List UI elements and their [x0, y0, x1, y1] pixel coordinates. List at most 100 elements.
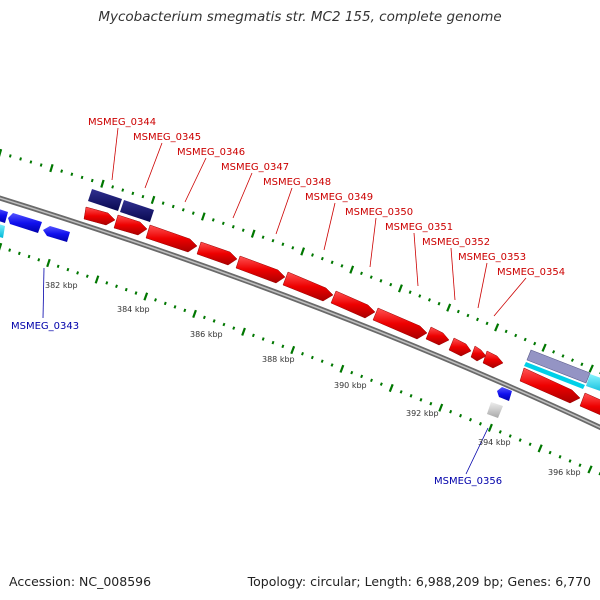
inner-scale-minor-tick [568, 459, 572, 463]
leader-msmeg-0345 [144, 142, 163, 189]
navy-feature-1[interactable] [88, 189, 122, 211]
inner-scale-minor-tick [548, 450, 552, 455]
outer-scale-major-tick [446, 303, 452, 312]
inner-scale-minor-tick [212, 319, 216, 323]
outer-scale-minor-tick [191, 211, 195, 215]
gene-label-msmeg-0346[interactable]: MSMEG_0346 [177, 147, 245, 158]
inner-scale-minor-tick [173, 305, 177, 309]
inner-scale-minor-tick [222, 322, 226, 327]
gene-label-msmeg-0352[interactable]: MSMEG_0352 [422, 237, 490, 248]
gene-label-msmeg-0350[interactable]: MSMEG_0350 [345, 207, 413, 218]
scale-tick-label: 392 kbp [406, 409, 439, 418]
leader-msmeg-0356 [465, 427, 489, 475]
gene-arrow-offscreen-2[interactable] [579, 392, 600, 420]
gene-arrow-msmeg-0353[interactable] [448, 337, 472, 357]
cyan-feature-left[interactable] [0, 223, 5, 238]
gene-arrow-msmeg-0354-b[interactable] [482, 350, 504, 369]
outer-scale-minor-tick [379, 279, 383, 283]
outer-scale-minor-tick [211, 218, 215, 222]
gene-label-msmeg-0353[interactable]: MSMEG_0353 [458, 252, 526, 263]
leader-msmeg-0347 [232, 172, 253, 219]
outer-scale-minor-tick [360, 271, 363, 276]
inner-scale-minor-tick [310, 355, 314, 360]
navy-feature-2[interactable] [120, 200, 154, 222]
inner-scale-minor-tick [271, 340, 275, 345]
gene-label-msmeg-0343[interactable]: MSMEG_0343 [11, 321, 79, 332]
outer-scale-major-tick [494, 323, 500, 332]
inner-scale-major-tick [388, 383, 394, 393]
navy-features [88, 189, 154, 222]
gene-arrow-msmeg-0352[interactable] [425, 326, 450, 346]
gene-label-msmeg-0354[interactable]: MSMEG_0354 [497, 267, 565, 278]
gene-arrow-msmeg-0345[interactable] [113, 214, 148, 236]
outer-scale-minor-tick [466, 313, 470, 318]
gray-feature[interactable] [487, 402, 503, 418]
gene-arrow-offscreen-1[interactable] [519, 367, 581, 404]
gene-arrow-msmeg-0356[interactable] [497, 387, 512, 401]
inner-scale-minor-tick [17, 251, 21, 256]
map-title: Mycobacterium smegmatis str. MC2 155, co… [98, 9, 502, 25]
gene-arrow-msmeg-0348[interactable] [235, 255, 286, 284]
outer-scale-minor-tick [271, 238, 275, 243]
outer-scale-major-tick [0, 148, 3, 157]
inner-scale-minor-tick [518, 438, 522, 442]
inner-scale-minor-tick [468, 417, 473, 422]
outer-scale-minor-tick [485, 321, 489, 326]
inner-scale-major-tick [46, 258, 51, 268]
gene-label-msmeg-0344[interactable]: MSMEG_0344 [88, 117, 156, 128]
gene-arrow-left-blue-1[interactable] [0, 208, 8, 223]
leader-msmeg-0344 [111, 127, 119, 181]
gene-arrow-msmeg-0344[interactable] [83, 206, 116, 226]
outer-scale-minor-tick [241, 228, 245, 232]
gene-label-msmeg-0351[interactable]: MSMEG_0351 [385, 222, 453, 233]
inner-scale-minor-tick [76, 271, 80, 275]
inner-scale-minor-tick [251, 333, 255, 338]
outer-scale-minor-tick [330, 260, 334, 265]
gene-arrow-msmeg-0343-a[interactable] [8, 213, 42, 233]
leader-msmeg-0343 [42, 267, 45, 319]
scale-tick-label: 394 kbp [478, 438, 511, 447]
outer-scale-minor-tick [70, 172, 74, 176]
outer-scale-minor-tick [19, 157, 22, 161]
gene-arrow-msmeg-0354-a[interactable] [470, 345, 487, 362]
gene-label-msmeg-0347[interactable]: MSMEG_0347 [221, 162, 289, 173]
topology-text: Topology: circular; Length: 6,988,209 bp… [247, 574, 591, 589]
inner-scale-minor-tick [163, 301, 167, 306]
gene-arrow-msmeg-0349[interactable] [282, 271, 334, 302]
outer-scale-minor-tick [90, 178, 94, 183]
gene-label-msmeg-0356[interactable]: MSMEG_0356 [434, 476, 502, 487]
leader-msmeg-0350 [369, 217, 377, 268]
inner-scale-minor-tick [115, 284, 118, 289]
outer-scale-minor-tick [552, 350, 556, 354]
inner-scale-major-tick [537, 444, 543, 453]
inner-scale-minor-tick [419, 398, 423, 402]
inner-scale-minor-tick [281, 344, 285, 349]
outer-scale-minor-tick [514, 333, 518, 338]
inner-scale-minor-tick [37, 258, 41, 262]
outer-scale-minor-tick [427, 298, 431, 302]
gene-arrow-msmeg-0350[interactable] [330, 290, 376, 319]
gene-arrow-msmeg-0343-b[interactable] [43, 226, 70, 242]
lavender-feature[interactable] [526, 349, 591, 384]
gene-arrow-msmeg-0347[interactable] [196, 241, 238, 266]
inner-scale-minor-tick [105, 281, 109, 285]
gene-label-msmeg-0345[interactable]: MSMEG_0345 [133, 132, 201, 143]
inner-scale-minor-tick [498, 430, 502, 434]
inner-scale-minor-tick [409, 394, 413, 398]
inner-scale-minor-tick [508, 434, 512, 438]
cyan-strip-feature[interactable] [524, 362, 585, 389]
outer-scale-major-tick [250, 229, 256, 238]
inner-scale-minor-tick [154, 298, 157, 302]
inner-scale-minor-tick [301, 351, 304, 356]
scale-tick-label: 396 kbp [548, 468, 581, 477]
gene-label-msmeg-0349[interactable]: MSMEG_0349 [305, 192, 373, 203]
leader-msmeg-0352 [450, 247, 456, 301]
gene-arrow-msmeg-0346[interactable] [145, 224, 198, 253]
gene-label-msmeg-0348[interactable]: MSMEG_0348 [263, 177, 331, 188]
leader-msmeg-0348 [275, 187, 293, 235]
cyan-feature-right[interactable] [586, 374, 600, 395]
inner-scale-minor-tick [8, 248, 12, 252]
outer-scale-minor-tick [340, 264, 344, 268]
gene-arrow-msmeg-0351[interactable] [372, 307, 428, 340]
leader-msmeg-0354 [493, 277, 527, 317]
